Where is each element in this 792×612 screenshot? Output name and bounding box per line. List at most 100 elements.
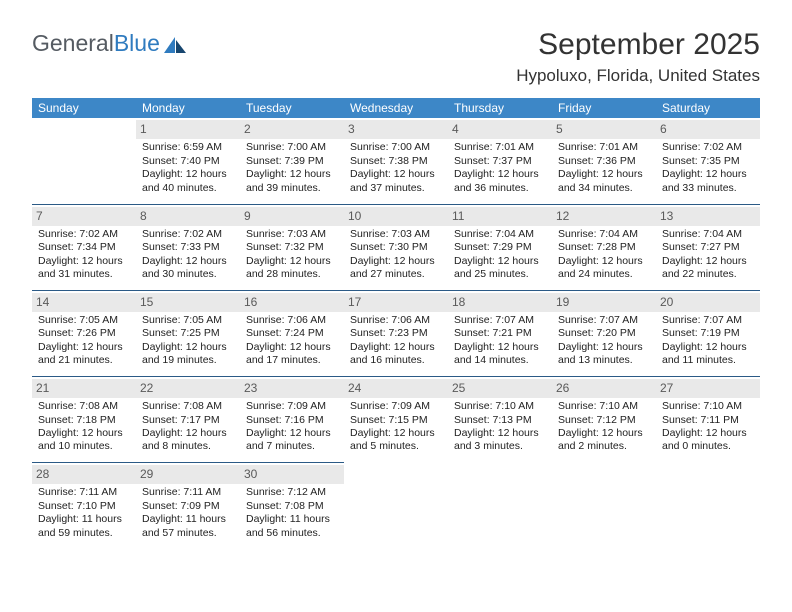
calendar-day-cell <box>448 462 552 548</box>
day-info-line: Daylight: 12 hours <box>246 255 338 268</box>
calendar-day-cell <box>32 118 136 204</box>
calendar-week-row: 21Sunrise: 7:08 AMSunset: 7:18 PMDayligh… <box>32 376 760 462</box>
day-info-line: Sunrise: 7:11 AM <box>142 486 234 499</box>
weekday-header-row: SundayMondayTuesdayWednesdayThursdayFrid… <box>32 98 760 118</box>
day-info-line: Sunset: 7:15 PM <box>350 414 442 427</box>
day-info-line: and 22 minutes. <box>662 268 754 281</box>
location-subtitle: Hypoluxo, Florida, United States <box>32 66 760 86</box>
day-info-line: Sunset: 7:28 PM <box>558 241 650 254</box>
calendar-day-cell: 23Sunrise: 7:09 AMSunset: 7:16 PMDayligh… <box>240 376 344 462</box>
calendar-day-cell: 14Sunrise: 7:05 AMSunset: 7:26 PMDayligh… <box>32 290 136 376</box>
day-info-line: Sunset: 7:08 PM <box>246 500 338 513</box>
day-info-line: Daylight: 12 hours <box>662 427 754 440</box>
day-info-line: Sunrise: 7:00 AM <box>350 141 442 154</box>
weekday-header: Thursday <box>448 98 552 118</box>
day-info-line: Daylight: 11 hours <box>142 513 234 526</box>
day-number: 10 <box>344 207 448 226</box>
calendar-day-cell: 20Sunrise: 7:07 AMSunset: 7:19 PMDayligh… <box>656 290 760 376</box>
day-info-line: Sunrise: 7:08 AM <box>142 400 234 413</box>
day-number: 6 <box>656 120 760 139</box>
day-info-line: Sunrise: 7:04 AM <box>558 228 650 241</box>
day-info-line: Sunset: 7:23 PM <box>350 327 442 340</box>
day-info-line: Sunrise: 7:03 AM <box>350 228 442 241</box>
day-info-line: and 56 minutes. <box>246 527 338 540</box>
day-info-line: Daylight: 11 hours <box>38 513 130 526</box>
calendar-day-cell: 17Sunrise: 7:06 AMSunset: 7:23 PMDayligh… <box>344 290 448 376</box>
calendar-day-cell: 19Sunrise: 7:07 AMSunset: 7:20 PMDayligh… <box>552 290 656 376</box>
day-info-line: Daylight: 12 hours <box>142 255 234 268</box>
day-info-line: and 14 minutes. <box>454 354 546 367</box>
day-info-line: Sunrise: 7:09 AM <box>246 400 338 413</box>
day-info-line: and 36 minutes. <box>454 182 546 195</box>
weekday-header: Saturday <box>656 98 760 118</box>
day-info-line: Daylight: 12 hours <box>246 341 338 354</box>
day-info-line: Sunrise: 7:02 AM <box>38 228 130 241</box>
day-info-line: Sunrise: 7:08 AM <box>38 400 130 413</box>
day-number: 4 <box>448 120 552 139</box>
day-number: 5 <box>552 120 656 139</box>
day-info-line: Sunrise: 7:07 AM <box>558 314 650 327</box>
calendar-day-cell <box>656 462 760 548</box>
day-number: 30 <box>240 465 344 484</box>
day-info-line: and 8 minutes. <box>142 440 234 453</box>
day-info-line: and 3 minutes. <box>454 440 546 453</box>
day-info-line: Sunrise: 7:01 AM <box>454 141 546 154</box>
day-number: 22 <box>136 379 240 398</box>
day-info-line: and 39 minutes. <box>246 182 338 195</box>
day-info-line: Daylight: 12 hours <box>558 255 650 268</box>
day-info-line: and 10 minutes. <box>38 440 130 453</box>
day-number: 29 <box>136 465 240 484</box>
day-number: 14 <box>32 293 136 312</box>
logo-text-blue: Blue <box>114 30 160 57</box>
day-info-line: and 5 minutes. <box>350 440 442 453</box>
day-info-line: Sunrise: 7:07 AM <box>454 314 546 327</box>
calendar-day-cell <box>552 462 656 548</box>
day-number: 7 <box>32 207 136 226</box>
day-number: 17 <box>344 293 448 312</box>
calendar-day-cell: 7Sunrise: 7:02 AMSunset: 7:34 PMDaylight… <box>32 204 136 290</box>
day-info-line: and 7 minutes. <box>246 440 338 453</box>
day-info-line: Sunset: 7:26 PM <box>38 327 130 340</box>
day-number: 8 <box>136 207 240 226</box>
day-info-line: and 40 minutes. <box>142 182 234 195</box>
calendar-day-cell: 28Sunrise: 7:11 AMSunset: 7:10 PMDayligh… <box>32 462 136 548</box>
day-info-line: and 13 minutes. <box>558 354 650 367</box>
calendar-day-cell: 3Sunrise: 7:00 AMSunset: 7:38 PMDaylight… <box>344 118 448 204</box>
calendar-day-cell: 13Sunrise: 7:04 AMSunset: 7:27 PMDayligh… <box>656 204 760 290</box>
day-info-line: Sunrise: 7:05 AM <box>142 314 234 327</box>
day-info-line: Sunset: 7:34 PM <box>38 241 130 254</box>
calendar-day-cell: 29 Sunrise: 7:11 AMSunset: 7:09 PMDayligh… <box>136 462 240 548</box>
day-info-line: Sunrise: 7:10 AM <box>454 400 546 413</box>
day-info-line: Daylight: 12 hours <box>350 168 442 181</box>
weekday-header: Sunday <box>32 98 136 118</box>
day-info-line: Daylight: 12 hours <box>558 168 650 181</box>
day-info-line: Sunset: 7:32 PM <box>246 241 338 254</box>
day-info-line: Sunrise: 7:12 AM <box>246 486 338 499</box>
day-info-line: Daylight: 12 hours <box>454 341 546 354</box>
day-info-line: Sunset: 7:33 PM <box>142 241 234 254</box>
day-info-line: Sunset: 7:25 PM <box>142 327 234 340</box>
day-info-line: Sunset: 7:27 PM <box>662 241 754 254</box>
day-info-line: Daylight: 12 hours <box>246 168 338 181</box>
day-info-line: Daylight: 12 hours <box>350 341 442 354</box>
day-info-line: Sunset: 7:13 PM <box>454 414 546 427</box>
calendar-day-cell: 27Sunrise: 7:10 AMSunset: 7:11 PMDayligh… <box>656 376 760 462</box>
day-info-line: and 17 minutes. <box>246 354 338 367</box>
day-info-line: Sunrise: 7:04 AM <box>454 228 546 241</box>
day-info-line: Sunrise: 7:00 AM <box>246 141 338 154</box>
logo-sail-icon <box>164 37 186 53</box>
day-number: 18 <box>448 293 552 312</box>
logo: GeneralBlue <box>32 30 186 57</box>
day-number: 9 <box>240 207 344 226</box>
day-info-line: Sunset: 7:09 PM <box>142 500 234 513</box>
day-number: 19 <box>552 293 656 312</box>
day-info-line: Sunrise: 7:09 AM <box>350 400 442 413</box>
day-info-line: Sunset: 7:21 PM <box>454 327 546 340</box>
day-info-line: Sunset: 7:12 PM <box>558 414 650 427</box>
calendar-week-row: 1Sunrise: 6:59 AMSunset: 7:40 PMDaylight… <box>32 118 760 204</box>
calendar-day-cell: 26Sunrise: 7:10 AMSunset: 7:12 PMDayligh… <box>552 376 656 462</box>
day-info-line: Sunset: 7:18 PM <box>38 414 130 427</box>
day-info-line: and 31 minutes. <box>38 268 130 281</box>
day-number: 28 <box>32 465 136 484</box>
day-info-line: Sunrise: 7:01 AM <box>558 141 650 154</box>
